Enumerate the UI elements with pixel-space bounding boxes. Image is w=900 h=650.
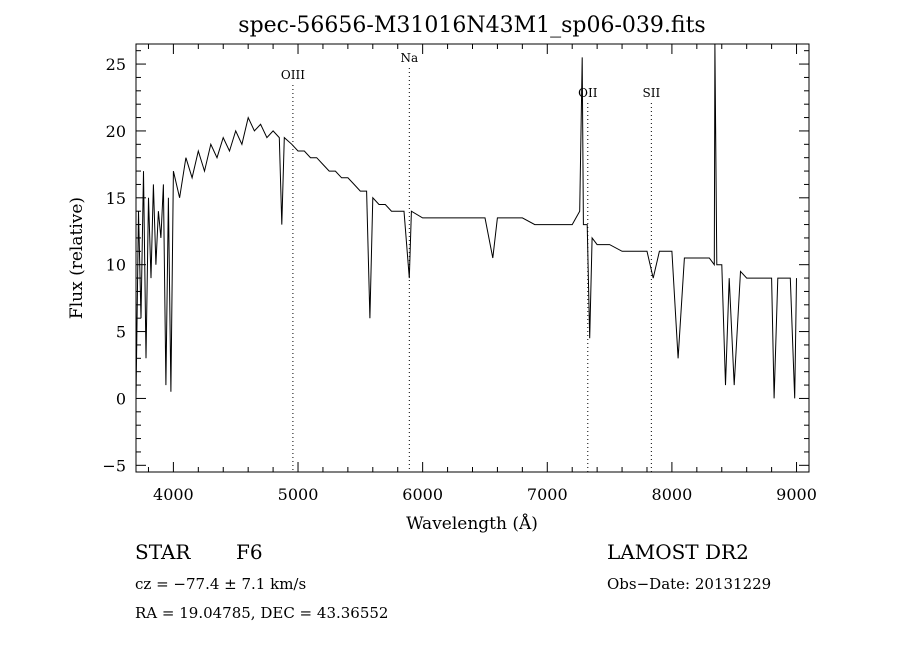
x-tick-label: 9000 xyxy=(776,485,817,504)
marker-label: Na xyxy=(400,51,418,65)
chart-title: spec-56656-M31016N43M1_sp06-039.fits xyxy=(238,13,705,38)
survey-name: LAMOST DR2 xyxy=(607,540,749,564)
coordinates: RA = 19.04785, DEC = 43.36552 xyxy=(135,604,389,622)
x-tick-label: 8000 xyxy=(652,485,693,504)
y-tick-label: −5 xyxy=(102,456,126,475)
x-tick-label: 6000 xyxy=(402,485,443,504)
x-tick-label: 5000 xyxy=(278,485,319,504)
spectrum-line xyxy=(135,43,797,399)
marker-label: SII xyxy=(642,86,660,100)
y-tick-label: 15 xyxy=(106,189,126,208)
observation-date: Obs−Date: 20131229 xyxy=(607,575,772,593)
y-tick-label: 10 xyxy=(106,256,126,275)
redshift-velocity: cz = −77.4 ± 7.1 km/s xyxy=(135,575,307,593)
object-class: STAR xyxy=(135,540,191,564)
marker-label: OIII xyxy=(281,68,305,82)
y-tick-label: 20 xyxy=(106,122,126,141)
y-tick-label: 5 xyxy=(116,323,126,342)
y-tick-label: 0 xyxy=(116,389,126,408)
x-tick-label: 4000 xyxy=(153,485,194,504)
y-tick-label: 25 xyxy=(106,55,126,74)
object-subclass: F6 xyxy=(236,540,263,564)
y-axis-label: Flux (relative) xyxy=(67,197,87,319)
x-tick-label: 7000 xyxy=(527,485,568,504)
marker-label: OII xyxy=(578,86,598,100)
x-axis-label: Wavelength (Å) xyxy=(406,513,538,534)
